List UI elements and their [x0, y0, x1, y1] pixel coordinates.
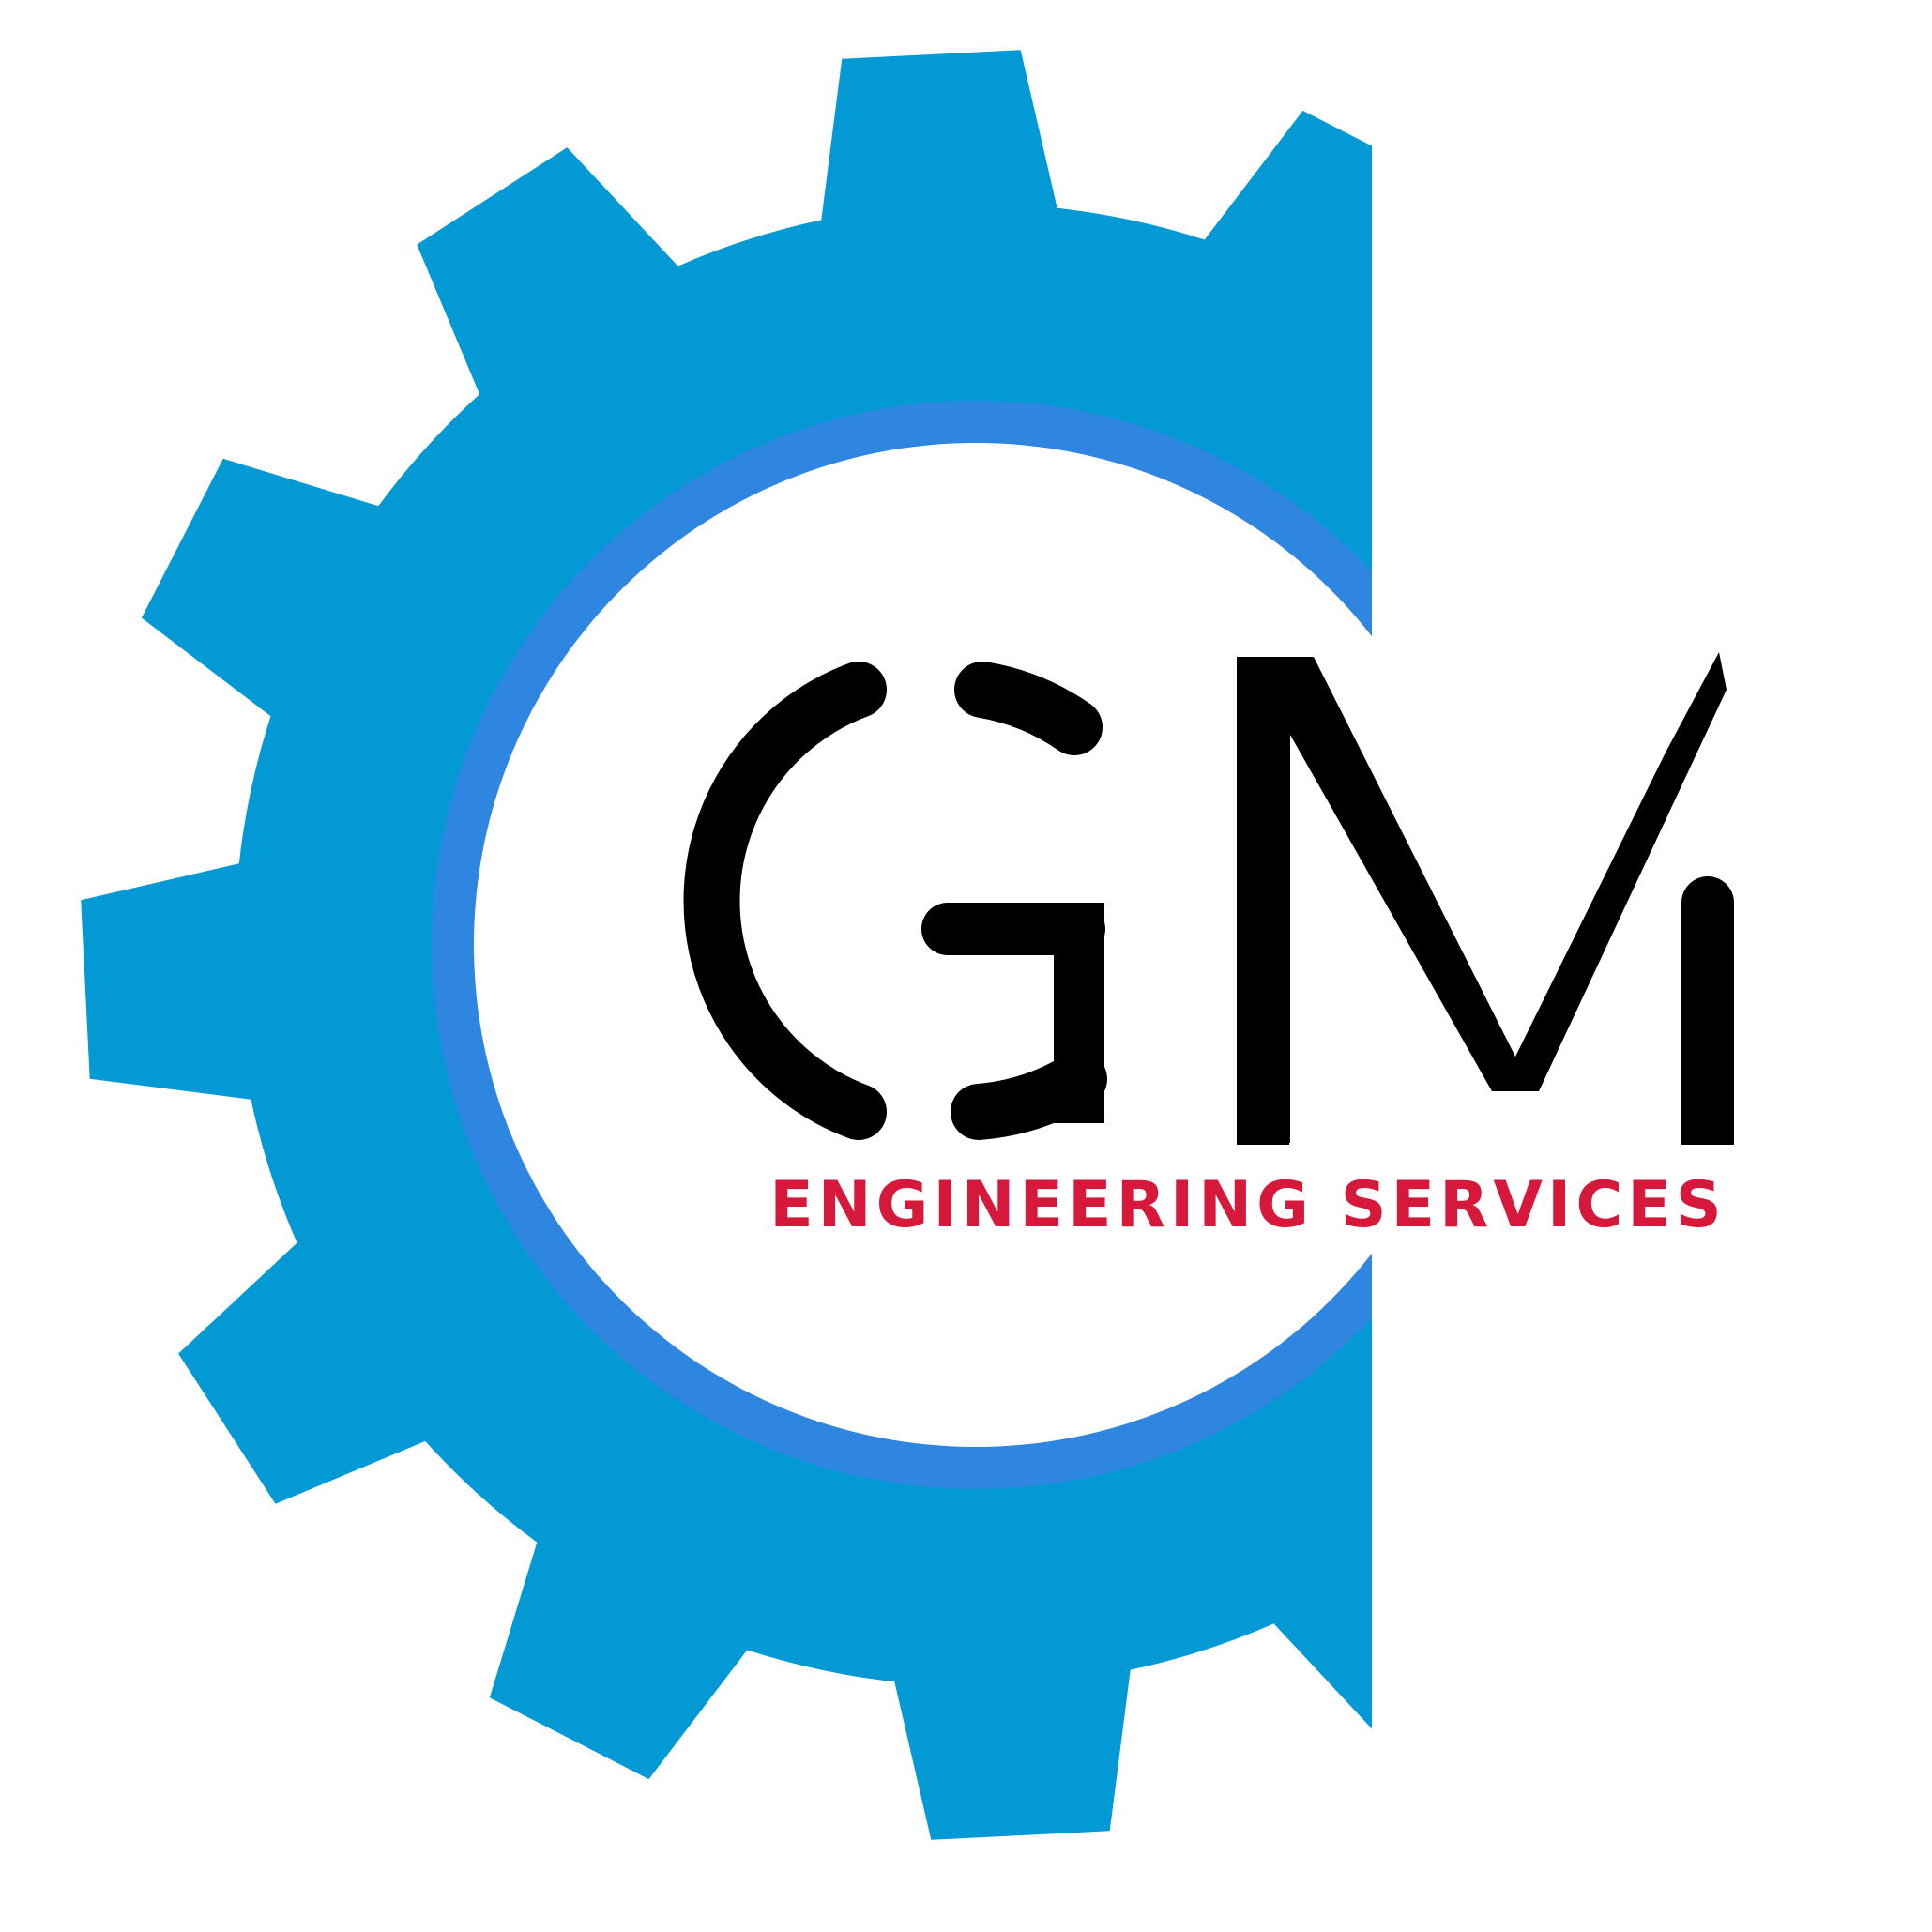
monogram-g-left-arc	[683, 662, 887, 1140]
monogram-m-v	[1246, 652, 1727, 1091]
monogram-m-right-stem	[1681, 903, 1734, 1145]
monogram-m-right-dot	[1681, 876, 1734, 929]
monogram-g-spur	[1054, 903, 1104, 1123]
monogram-m-left-stem	[1237, 657, 1290, 1143]
gm-monogram-icon	[683, 652, 1734, 1145]
tagline: ENGINEERING SERVICES	[769, 1168, 1726, 1242]
monogram-g-upper-arc	[954, 662, 1103, 755]
